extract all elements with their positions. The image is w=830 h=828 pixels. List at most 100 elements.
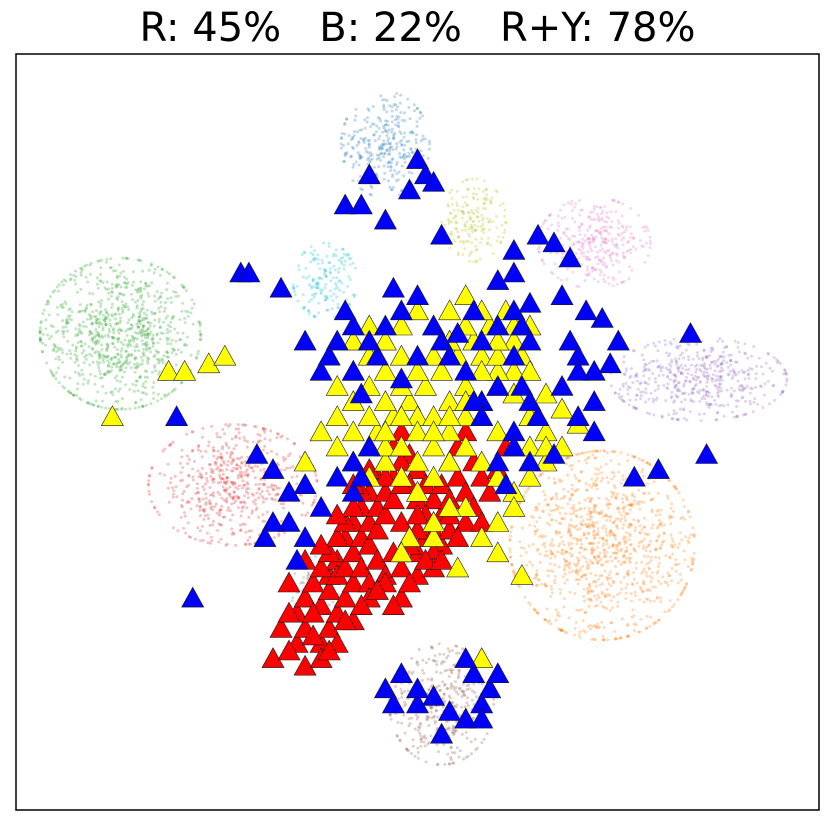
background-point [641, 226, 645, 229]
background-point [495, 239, 499, 243]
background-point [558, 531, 562, 535]
background-point [145, 392, 148, 396]
background-point [553, 574, 557, 578]
background-point [457, 671, 461, 675]
background-point [659, 521, 663, 525]
background-point [672, 337, 676, 341]
background-point [543, 583, 547, 587]
background-point [77, 364, 80, 367]
background-point [536, 547, 540, 551]
background-point [682, 391, 686, 395]
background-point [708, 354, 712, 358]
background-point [655, 526, 659, 530]
background-point [576, 582, 580, 586]
background-point [234, 485, 238, 489]
background-point [242, 505, 245, 509]
background-point [215, 457, 219, 461]
background-point [367, 139, 371, 142]
background-point [250, 466, 254, 470]
background-point [130, 326, 134, 330]
background-point [642, 491, 646, 495]
background-point [159, 397, 163, 401]
background-point [284, 457, 288, 461]
background-point [316, 283, 320, 287]
background-point [491, 220, 495, 223]
background-point [683, 585, 687, 589]
background-point [596, 449, 600, 453]
background-point [106, 359, 110, 363]
background-point [302, 307, 305, 311]
background-point [171, 347, 174, 351]
background-point [390, 115, 394, 118]
background-point [158, 325, 162, 329]
background-point [538, 516, 542, 520]
background-point [101, 313, 105, 317]
background-point [158, 295, 162, 299]
background-point [606, 502, 610, 506]
background-point [460, 695, 464, 699]
background-point [186, 499, 190, 503]
triangle-marker [341, 314, 365, 336]
background-point [375, 157, 379, 161]
triangle-marker [397, 178, 422, 200]
background-point [718, 354, 722, 358]
background-point [647, 377, 651, 381]
background-point [753, 397, 757, 401]
background-point [90, 354, 94, 358]
background-point [595, 483, 599, 487]
background-point [644, 241, 648, 245]
background-point [178, 461, 182, 465]
background-point [127, 308, 131, 311]
background-point [113, 376, 117, 380]
background-point [522, 546, 526, 550]
background-point [383, 151, 387, 155]
background-point [673, 486, 677, 490]
background-point [469, 223, 473, 227]
background-point [395, 160, 399, 164]
background-point [222, 488, 226, 492]
background-point [575, 515, 579, 519]
background-point [99, 273, 103, 276]
background-point [381, 143, 385, 147]
background-point [132, 389, 136, 393]
background-point [99, 372, 102, 376]
background-point [571, 536, 575, 540]
background-point [245, 506, 249, 510]
background-point [315, 479, 319, 483]
background-point [63, 300, 67, 304]
background-point [197, 491, 201, 495]
background-point [501, 201, 505, 205]
background-point [405, 155, 409, 159]
background-point [579, 539, 583, 543]
background-point [648, 412, 652, 416]
triangle-marker [277, 480, 301, 502]
background-point [221, 485, 225, 489]
background-point [146, 284, 150, 288]
background-point [402, 153, 405, 157]
background-point [661, 365, 665, 369]
triangle-marker [518, 465, 542, 487]
background-point [659, 596, 663, 600]
background-point [447, 727, 451, 731]
background-point [393, 169, 396, 173]
background-point [427, 688, 431, 692]
background-point [578, 199, 582, 202]
background-point [624, 369, 628, 373]
background-point [367, 142, 371, 146]
background-point [673, 373, 677, 377]
background-point [469, 216, 473, 220]
background-point [318, 276, 322, 280]
background-point [656, 387, 660, 391]
background-point [582, 531, 586, 535]
background-point [453, 215, 457, 219]
background-point [144, 316, 148, 320]
background-point [670, 417, 674, 421]
background-point [604, 225, 608, 229]
background-point [658, 513, 662, 517]
background-point [80, 332, 84, 335]
background-point [616, 218, 620, 222]
background-point [470, 752, 473, 756]
background-point [329, 279, 333, 283]
background-point [208, 486, 212, 490]
background-point [97, 331, 100, 335]
